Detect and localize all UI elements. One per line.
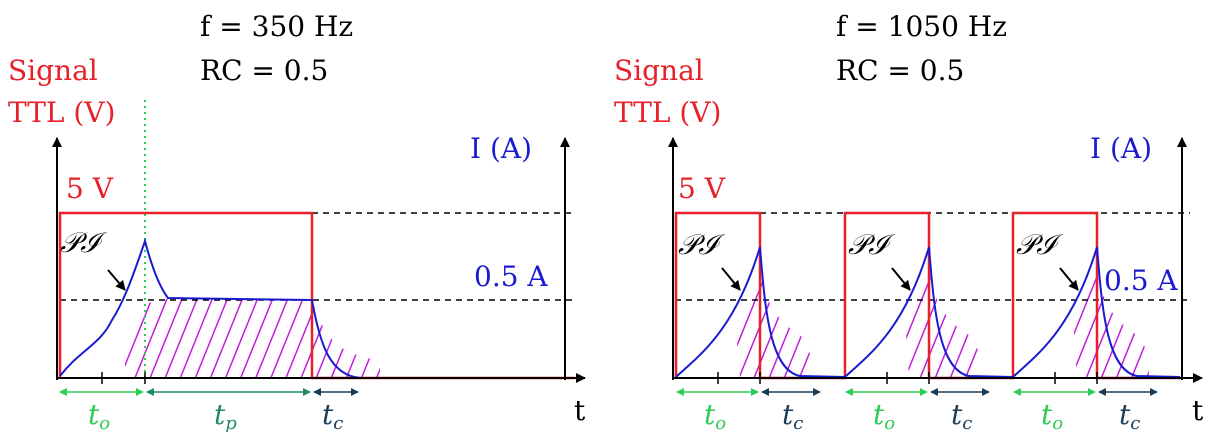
panel-left-current-curve xyxy=(59,237,575,379)
panel-right-peak-pointer-2 xyxy=(891,267,911,291)
panel-right-phase-on-label-1: to xyxy=(704,398,726,432)
panel-right-current-level-label: 0.5 A xyxy=(1104,264,1178,297)
panel-right-peak-label-1: 𝒫ℐ xyxy=(678,228,725,261)
panel-right-hatch-2 xyxy=(905,270,981,378)
panel-right-peak-label-2: 𝒫ℐ xyxy=(848,228,895,261)
panel-left-freq-label: f = 350 Hz xyxy=(200,10,353,43)
panel-left-voltage-level-label: 5 V xyxy=(66,172,114,205)
panel-right-current-pulse-3 xyxy=(1012,246,1181,378)
panel-right: f = 1050 Hz RC = 0.5 Signal TTL (V) I (A… xyxy=(614,10,1204,432)
panel-left-rc-label: RC = 0.5 xyxy=(200,54,328,87)
panel-right-peak-pointer-3 xyxy=(1059,267,1079,291)
panel-left-signal-label: Signal xyxy=(8,54,98,87)
panel-left-phase-plateau-label: tp xyxy=(214,398,237,432)
panel-left-phase-on-label: to xyxy=(88,398,110,432)
panel-right-phase-on-label-2: to xyxy=(873,398,895,432)
panel-left-current-level-label: 0.5 A xyxy=(474,260,548,293)
panel-left-peak-pointer xyxy=(107,269,126,291)
panel-right-current-axis-label: I (A) xyxy=(1090,132,1152,165)
panel-left: f = 350 Hz RC = 0.5 Signal TTL (V) I (A)… xyxy=(8,10,586,432)
panel-right-phase-on-label-3: to xyxy=(1041,398,1063,432)
panel-right-time-label: t xyxy=(1192,394,1204,427)
panel-left-ticks xyxy=(101,372,146,384)
panel-right-rc-label: RC = 0.5 xyxy=(836,54,964,87)
panel-left-ttl-label: TTL (V) xyxy=(8,96,115,129)
panel-right-signal-label: Signal xyxy=(614,54,704,87)
panel-right-voltage-level-label: 5 V xyxy=(678,172,726,205)
panel-right-peak-pointer-1 xyxy=(721,267,741,291)
panel-right-ttl-label: TTL (V) xyxy=(614,96,721,129)
panel-left-peak-label: 𝒫ℐ xyxy=(60,226,107,259)
panel-left-hatch-main xyxy=(125,299,312,378)
panel-right-current-pulse-1 xyxy=(675,246,846,378)
panel-right-peak-label-3: 𝒫ℐ xyxy=(1016,228,1063,261)
panel-right-ticks xyxy=(717,372,1098,384)
panel-left-current-axis-label: I (A) xyxy=(470,132,532,165)
panel-right-hatch-3 xyxy=(1073,270,1149,378)
panel-right-phase-off-label-1: tc xyxy=(782,398,803,432)
panel-left-phase-off-label: tc xyxy=(322,398,343,432)
panel-right-freq-label: f = 1050 Hz xyxy=(836,10,1007,43)
panel-right-current-pulse-2 xyxy=(844,246,1014,378)
panel-right-phase-off-label-3: tc xyxy=(1119,398,1140,432)
panel-left-time-label: t xyxy=(574,394,586,427)
panel-right-phase-off-label-2: tc xyxy=(951,398,972,432)
panel-right-hatch-1 xyxy=(735,270,812,378)
panel-right-ttl-signal xyxy=(674,211,1180,380)
